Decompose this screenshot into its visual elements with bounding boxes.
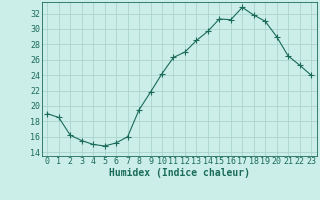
X-axis label: Humidex (Indice chaleur): Humidex (Indice chaleur) <box>109 168 250 178</box>
